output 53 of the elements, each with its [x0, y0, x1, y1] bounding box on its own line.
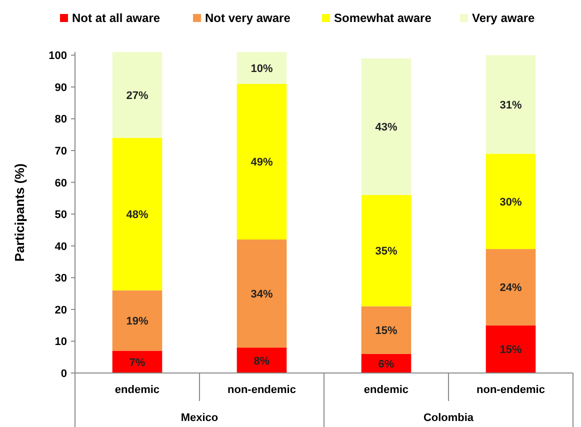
data-label: 31% — [500, 99, 522, 112]
bar — [236, 84, 287, 240]
data-label: 27% — [126, 90, 148, 102]
y-tick-label: 50 — [54, 209, 67, 222]
y-tick-label: 40 — [54, 240, 67, 253]
text: Colombia — [423, 412, 474, 424]
text: Mexico — [180, 412, 218, 424]
data-label: 15% — [500, 344, 522, 356]
data-label: 19% — [126, 316, 148, 328]
bar — [112, 350, 162, 373]
y-tick-label: 90 — [54, 82, 67, 94]
x-tick-label: non-endemic — [228, 384, 296, 396]
y-tick-label: 10 — [54, 336, 67, 348]
data-label: 15% — [375, 325, 398, 338]
bar — [361, 58, 412, 196]
y-axis-title: Participants (%) — [12, 163, 27, 262]
data-label: 24% — [500, 282, 522, 294]
y-tick-label: 30 — [54, 272, 67, 285]
bar — [112, 52, 162, 138]
y-tick-label: 20 — [54, 304, 67, 316]
y-tick-label: 100 — [48, 50, 67, 62]
data-label: 8% — [254, 355, 270, 368]
bar — [361, 306, 412, 354]
bar — [486, 325, 536, 373]
y-tick-label: 80 — [54, 114, 67, 126]
legend-label: Somewhat aware — [334, 11, 432, 25]
x-tick-label: non-endemic — [476, 384, 545, 396]
data-label: 6% — [378, 358, 394, 370]
legend-label: Not very aware — [205, 11, 291, 25]
x-tick-label: endemic — [114, 384, 160, 396]
bar — [361, 195, 412, 306]
data-label: 35% — [375, 246, 398, 258]
data-label: 30% — [500, 196, 522, 208]
data-label: 7% — [129, 356, 146, 369]
bar — [486, 154, 536, 250]
bar — [236, 52, 287, 84]
bar — [236, 348, 287, 373]
bar — [112, 290, 162, 351]
x-tick-label: endemic — [364, 384, 409, 396]
y-tick-label: 60 — [54, 177, 67, 190]
legend-label: Not at all aware — [72, 11, 160, 25]
legend-label: Very aware — [472, 11, 536, 25]
bar — [236, 240, 287, 348]
data-label: 10% — [250, 62, 273, 75]
data-label: 43% — [375, 122, 398, 134]
y-tick-label: 70 — [54, 146, 67, 158]
data-label: 48% — [126, 209, 148, 222]
data-label: 49% — [250, 156, 273, 169]
bar — [486, 249, 536, 326]
data-label: 34% — [250, 288, 273, 301]
bar — [486, 55, 536, 154]
y-tick-label: 0 — [60, 368, 67, 380]
bar — [112, 138, 162, 290]
